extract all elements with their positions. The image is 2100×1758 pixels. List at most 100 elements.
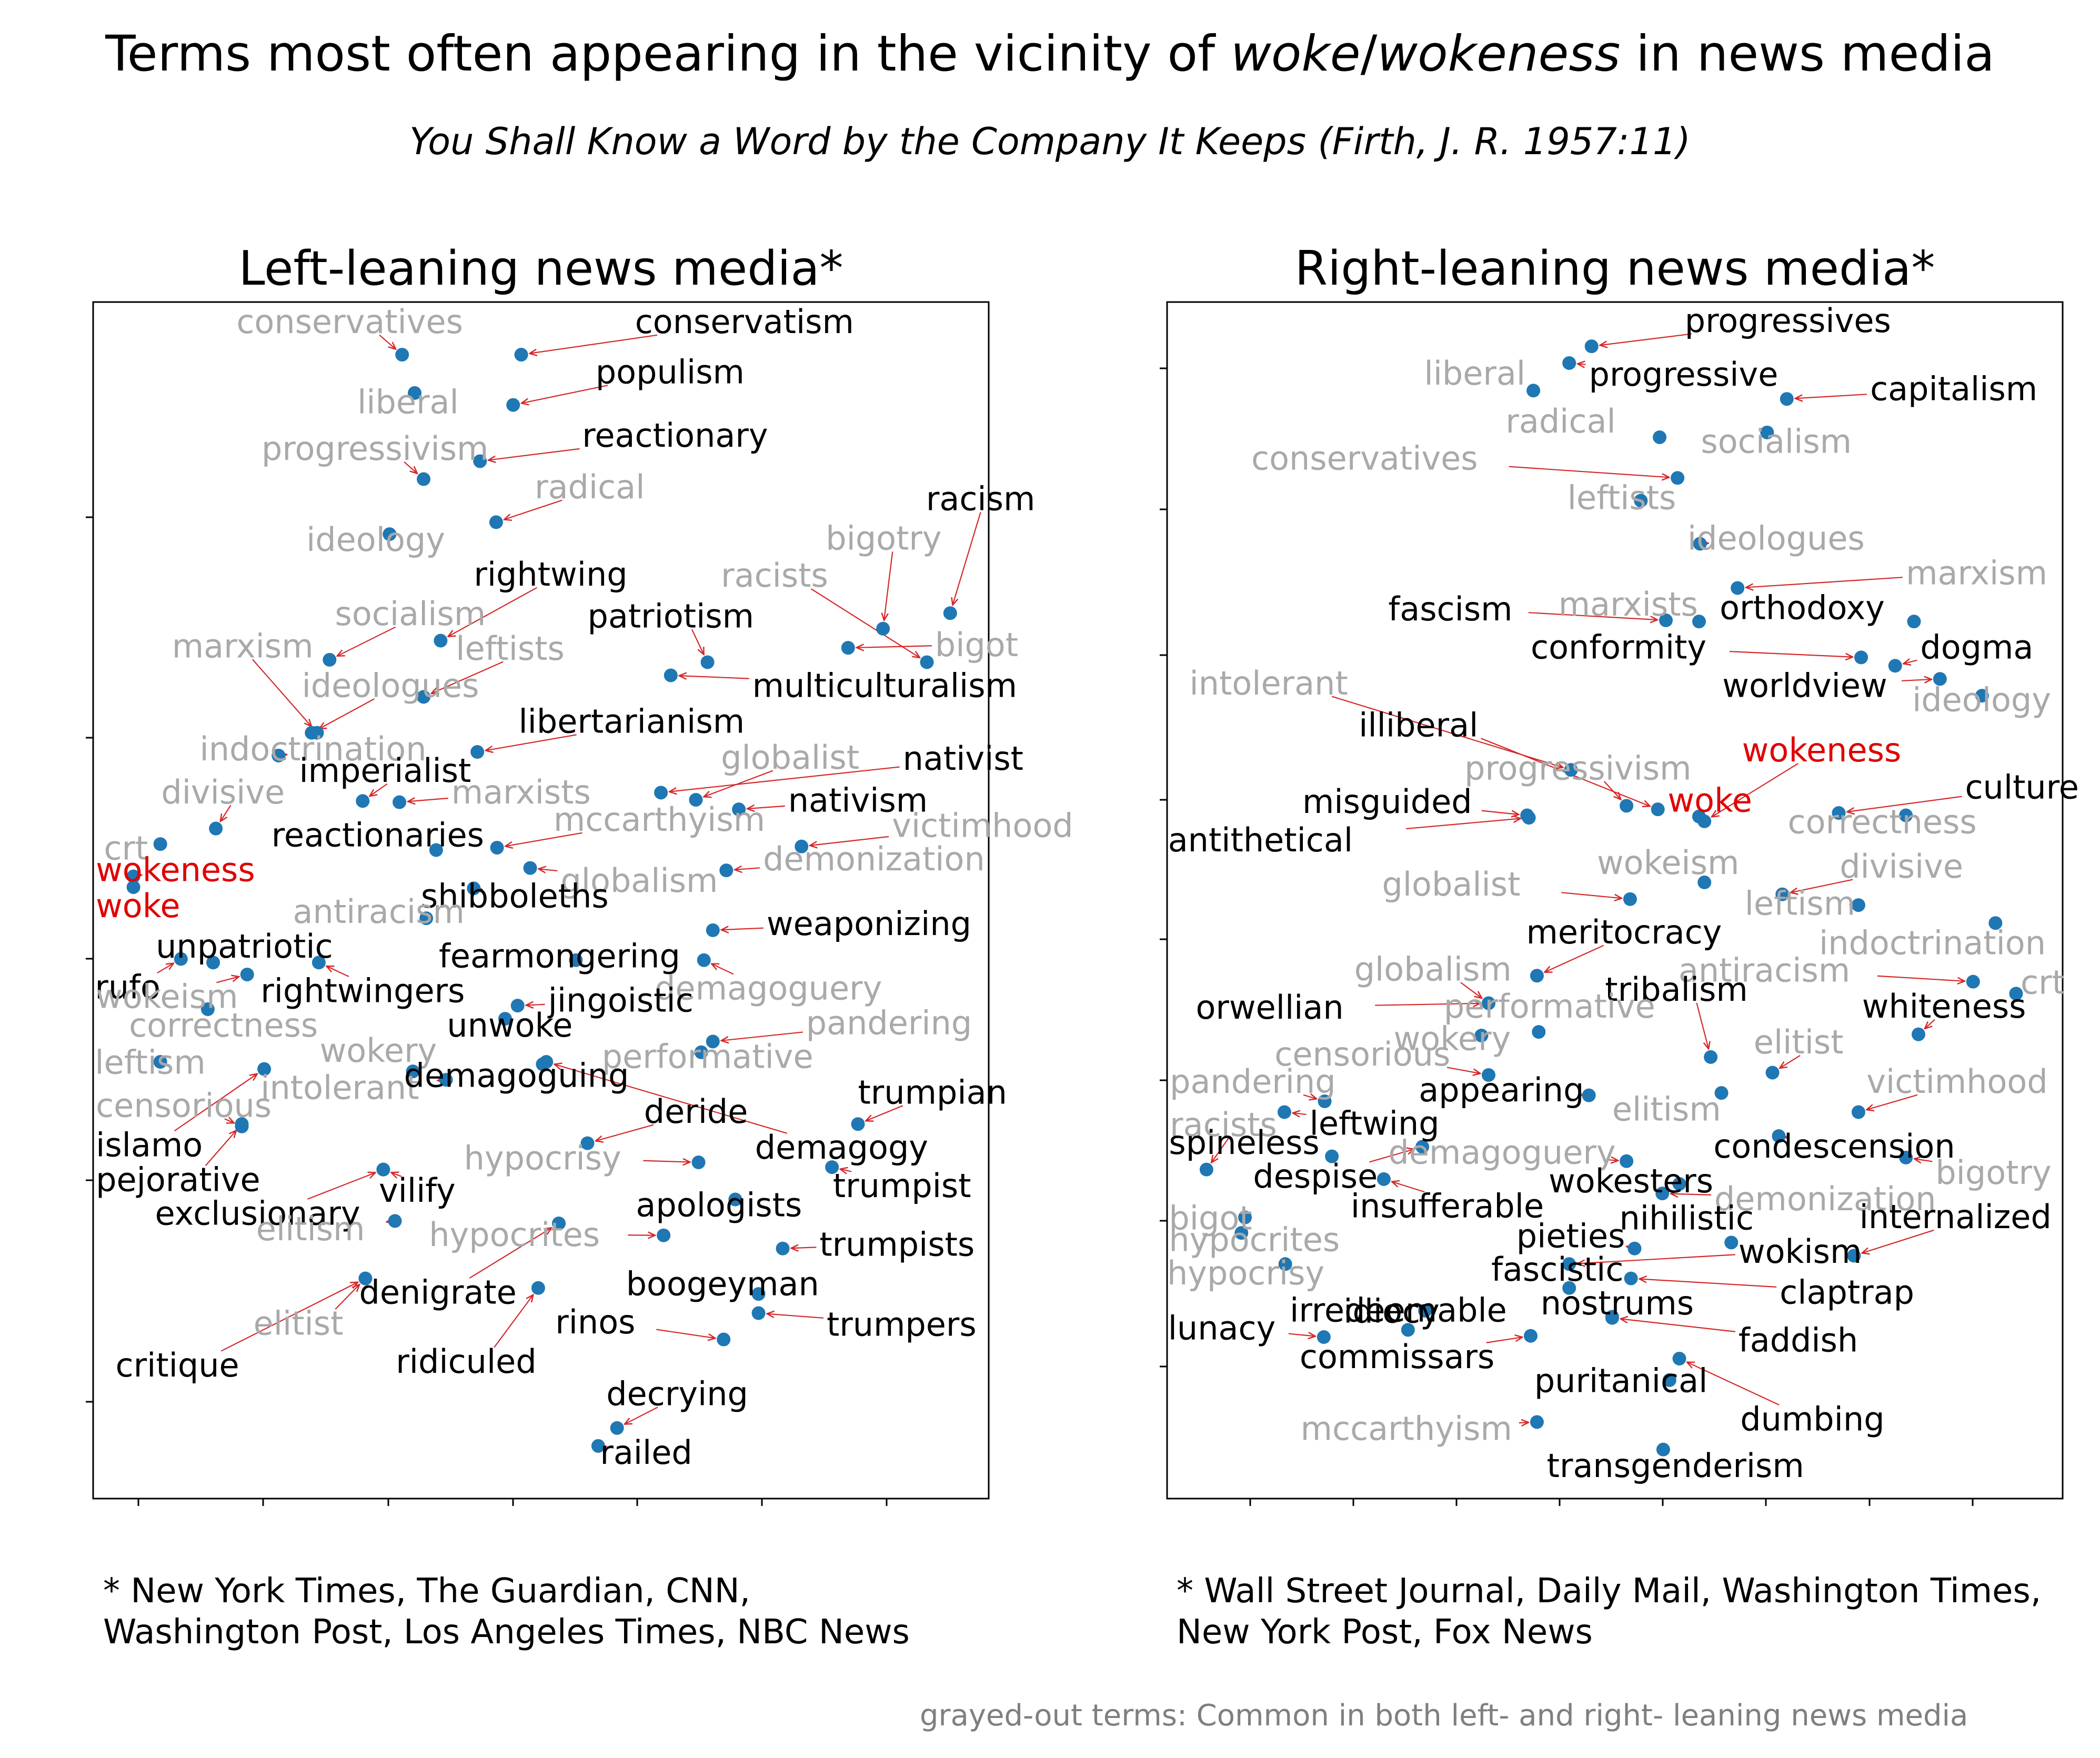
left-point-nativism xyxy=(732,802,746,817)
right-point-progressive xyxy=(1562,356,1576,370)
right-label-antiracism: antiracism xyxy=(1679,951,1850,990)
right-point-wokeism xyxy=(1697,875,1712,889)
left-label-imperialist: imperialist xyxy=(299,751,471,790)
right-arrow-demagoguery xyxy=(1606,1160,1619,1161)
right-arrow-lunacy xyxy=(1288,1334,1315,1337)
right-point-conformity xyxy=(1854,650,1868,665)
left-arrow-globalism xyxy=(538,869,558,871)
left-label-crt: crt xyxy=(104,829,148,868)
left-point-demagoguery xyxy=(697,953,711,967)
left-label-trumpist: trumpist xyxy=(833,1167,971,1205)
right-arrow-dogma xyxy=(1903,660,1917,664)
left-label-exclusionary: exclusionary xyxy=(155,1194,360,1232)
left-point-divisive xyxy=(209,821,223,836)
right-point-claptrap xyxy=(1624,1271,1638,1285)
right-arrow-tribalism xyxy=(1696,1002,1709,1049)
shared-terms-caption: grayed-out terms: Common in both left- a… xyxy=(920,1699,1968,1733)
left-label-rufo: rufo xyxy=(95,968,160,1006)
left-label-racists: racists xyxy=(721,556,828,595)
left-point-ideology xyxy=(383,527,397,541)
right-point-pandering xyxy=(1318,1094,1332,1109)
right-point-antithetical xyxy=(1522,811,1536,825)
left-label-rinos: rinos xyxy=(555,1303,635,1341)
right-point-dumbing xyxy=(1672,1351,1686,1365)
left-point-rufo xyxy=(174,952,188,966)
left-arrow-critique xyxy=(220,1282,358,1352)
left-arrow-trumpers xyxy=(767,1314,824,1319)
left-arrow-bigotry xyxy=(884,551,893,620)
right-label-claptrap: claptrap xyxy=(1780,1273,1914,1311)
right-label-performative: performative xyxy=(1444,987,1655,1026)
right-arrow-faddish xyxy=(1621,1319,1735,1332)
right-arrow-globalism xyxy=(1460,982,1482,998)
right-point-capitalism xyxy=(1780,392,1794,406)
right-footnote-line-1: * Wall Street Journal, Daily Mail, Washi… xyxy=(1177,1572,2042,1611)
right-point-ideologues xyxy=(1693,537,1707,551)
left-arrow-bigot xyxy=(857,646,932,648)
left-label-globalism: globalism xyxy=(560,861,718,900)
right-arrow-demonization xyxy=(1671,1194,1711,1195)
right-label-orthodoxy: orthodoxy xyxy=(1720,589,1885,627)
right-point-woke xyxy=(1692,809,1706,823)
right-point-hypocrites xyxy=(1238,1210,1252,1224)
left-arrow-racism xyxy=(952,512,981,605)
right-arrow-despise xyxy=(1369,1149,1414,1163)
right-arrow-internalized xyxy=(1862,1229,1934,1253)
left-arrow-libertarianism xyxy=(486,734,577,750)
left-arrow-jingoistic xyxy=(526,1004,545,1006)
left-label-deride: deride xyxy=(644,1092,748,1131)
left-label-globalist: globalist xyxy=(721,738,859,777)
right-label-hypocrisy: hypocrisy xyxy=(1167,1254,1324,1292)
left-point-performative xyxy=(694,1045,708,1059)
right-arrow-insufferable xyxy=(1392,1182,1425,1193)
left-point-exclusionary xyxy=(376,1162,390,1177)
right-arrow-antithetical xyxy=(1406,819,1521,830)
left-label-ridiculed: ridiculed xyxy=(396,1342,536,1381)
left-arrow-rufo xyxy=(157,963,174,974)
left-point-multiculturalism xyxy=(664,668,678,682)
right-arrow-victimhood xyxy=(1866,1094,1918,1110)
left-label-multiculturalism: multiculturalism xyxy=(752,666,1017,705)
left-point-rightwing xyxy=(434,634,448,648)
right-point-bigot xyxy=(1234,1226,1249,1240)
right-label-racists: racists xyxy=(1170,1106,1277,1144)
right-label-elitist: elitist xyxy=(1754,1023,1844,1061)
left-labels: conservatives conservatism liberal populism… xyxy=(95,303,1073,1472)
right-footnote-line-2: New York Post, Fox News xyxy=(1177,1613,1593,1652)
left-label-wokeness: wokeness xyxy=(96,851,255,889)
right-label-transgenderism: transgenderism xyxy=(1547,1446,1804,1485)
left-label-leftists: leftists xyxy=(456,629,565,668)
right-label-insufferable: insufferable xyxy=(1351,1187,1544,1225)
left-point-bigot xyxy=(841,641,855,655)
right-panel-title: Right-leaning news media* xyxy=(1294,241,1935,296)
right-point-fascism xyxy=(1659,613,1673,627)
right-point-mccarthyism xyxy=(1530,1415,1544,1429)
left-point-critique xyxy=(358,1271,373,1285)
left-point-racism xyxy=(943,606,957,620)
right-arrow-globalist xyxy=(1561,892,1622,898)
left-panel-title: Left-leaning news media* xyxy=(238,241,843,296)
right-point-victimhood xyxy=(1851,1105,1865,1119)
right-arrow-conformity xyxy=(1729,650,1853,657)
right-point-leftists xyxy=(1634,494,1648,508)
right-arrow-bigotry xyxy=(1914,1159,1933,1161)
right-point-antiracism xyxy=(1966,975,1980,989)
right-point-progressives xyxy=(1584,339,1599,354)
left-label-pejorative: pejorative xyxy=(96,1161,260,1199)
left-point-imperialist xyxy=(356,794,370,808)
left-point-patriotism xyxy=(700,655,715,669)
left-label-demagoguing: demagoguing xyxy=(404,1057,629,1095)
right-label-leftism: leftism xyxy=(1745,884,1855,922)
left-label-nativist: nativist xyxy=(903,739,1023,778)
right-panel-axes: progressives liberal progressive capitalism… xyxy=(1160,301,2079,1506)
left-arrow-hypocrisy xyxy=(643,1161,690,1162)
left-point-reactionary xyxy=(473,454,487,468)
right-arrow-claptrap xyxy=(1640,1279,1777,1288)
left-label-trumpers: trumpers xyxy=(827,1305,977,1344)
left-label-elitism: elitism xyxy=(256,1210,365,1248)
right-point-demagoguery xyxy=(1620,1154,1634,1168)
left-arrow-leftists xyxy=(431,661,504,694)
left-point-decrying xyxy=(610,1421,624,1435)
right-label-bigot: bigot xyxy=(1169,1199,1252,1237)
